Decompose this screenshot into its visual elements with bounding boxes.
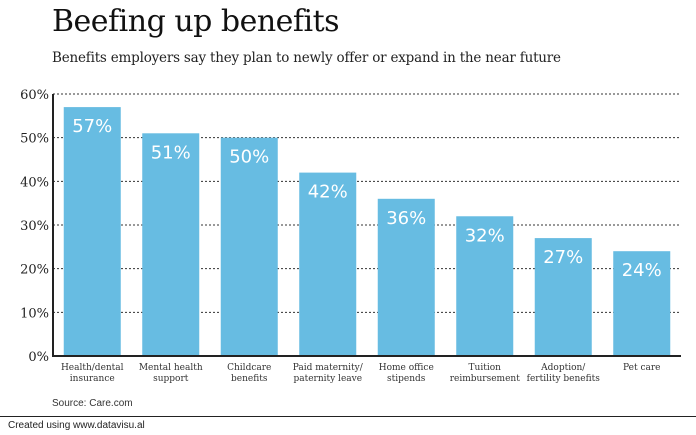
y-tick-label: 40% xyxy=(20,175,49,190)
x-tick-label: Home office stipends xyxy=(379,363,434,384)
x-tick-label: Pet care xyxy=(623,363,661,373)
y-tick-label: 50% xyxy=(20,132,49,147)
y-tick-label: 20% xyxy=(20,263,49,278)
y-tick-label: 0% xyxy=(28,350,49,365)
x-tick-label: Tuition reimbursement xyxy=(450,363,521,384)
value-label: 32% xyxy=(465,225,505,246)
source-note: Source: Care.com xyxy=(52,398,133,409)
bar xyxy=(613,251,671,356)
bar xyxy=(142,133,200,356)
value-labels: 57% 51% 50% 42% 36% 32% 27% 24% xyxy=(72,116,662,281)
y-tick-label: 30% xyxy=(20,219,49,234)
y-tick-label: 60% xyxy=(20,88,49,103)
bar xyxy=(534,238,592,356)
value-label: 50% xyxy=(229,147,269,168)
bar xyxy=(456,216,514,356)
bars xyxy=(63,107,671,356)
bar-chart: 0% 10% 20% 30% 40% 50% 60% 57% 51% 50% 42% 36% 32% 2… xyxy=(20,88,681,384)
x-tick-label: Health/dental insurance xyxy=(61,363,124,384)
value-label: 51% xyxy=(151,142,191,163)
bar xyxy=(299,172,357,356)
x-tick-label: Childcare benefits xyxy=(227,363,271,384)
bar xyxy=(220,137,278,356)
value-label: 27% xyxy=(543,247,583,268)
chart-title: Beefing up benefits xyxy=(52,4,340,39)
bar xyxy=(63,107,121,356)
chart-subtitle: Benefits employers say they plan to newl… xyxy=(52,50,561,66)
y-tick-label: 10% xyxy=(20,306,49,321)
x-tick-label: Paid maternity/paternity leave xyxy=(293,363,364,384)
footer-divider xyxy=(0,416,696,417)
footer-credit: Created using www.datavisu.al xyxy=(8,420,145,431)
value-label: 36% xyxy=(386,208,426,229)
x-axis-labels: Health/dental insurance Mental health suppo… xyxy=(61,363,661,384)
x-tick-label: Adoption/fertility benefits xyxy=(527,363,601,384)
y-axis-ticks: 0% 10% 20% 30% 40% 50% 60% xyxy=(20,88,49,365)
x-tick-label: Mental health support xyxy=(139,363,203,384)
value-label: 42% xyxy=(308,182,348,203)
bar xyxy=(377,198,435,356)
value-label: 24% xyxy=(622,260,662,281)
value-label: 57% xyxy=(72,116,112,137)
